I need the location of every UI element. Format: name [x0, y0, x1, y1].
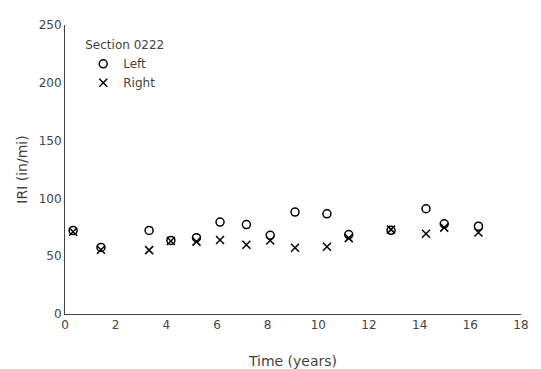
svg-text:50: 50	[46, 249, 61, 263]
svg-text:4: 4	[163, 318, 171, 332]
svg-text:100: 100	[39, 192, 62, 206]
svg-text:16: 16	[463, 318, 478, 332]
svg-text:8: 8	[264, 318, 272, 332]
svg-text:Section 0222: Section 0222	[85, 38, 164, 52]
svg-text:2: 2	[112, 318, 120, 332]
svg-text:Right: Right	[123, 76, 155, 90]
svg-text:Time (years): Time (years)	[248, 353, 337, 369]
svg-text:150: 150	[39, 134, 62, 148]
svg-text:200: 200	[39, 76, 62, 90]
svg-text:14: 14	[412, 318, 427, 332]
svg-text:250: 250	[39, 18, 62, 32]
svg-text:10: 10	[311, 318, 326, 332]
svg-text:Left: Left	[123, 57, 146, 71]
svg-text:IRI (in/mi): IRI (in/mi)	[14, 135, 30, 203]
svg-text:0: 0	[54, 307, 62, 321]
svg-text:18: 18	[513, 318, 528, 332]
svg-text:6: 6	[213, 318, 221, 332]
svg-text:12: 12	[361, 318, 376, 332]
svg-text:0: 0	[61, 318, 69, 332]
